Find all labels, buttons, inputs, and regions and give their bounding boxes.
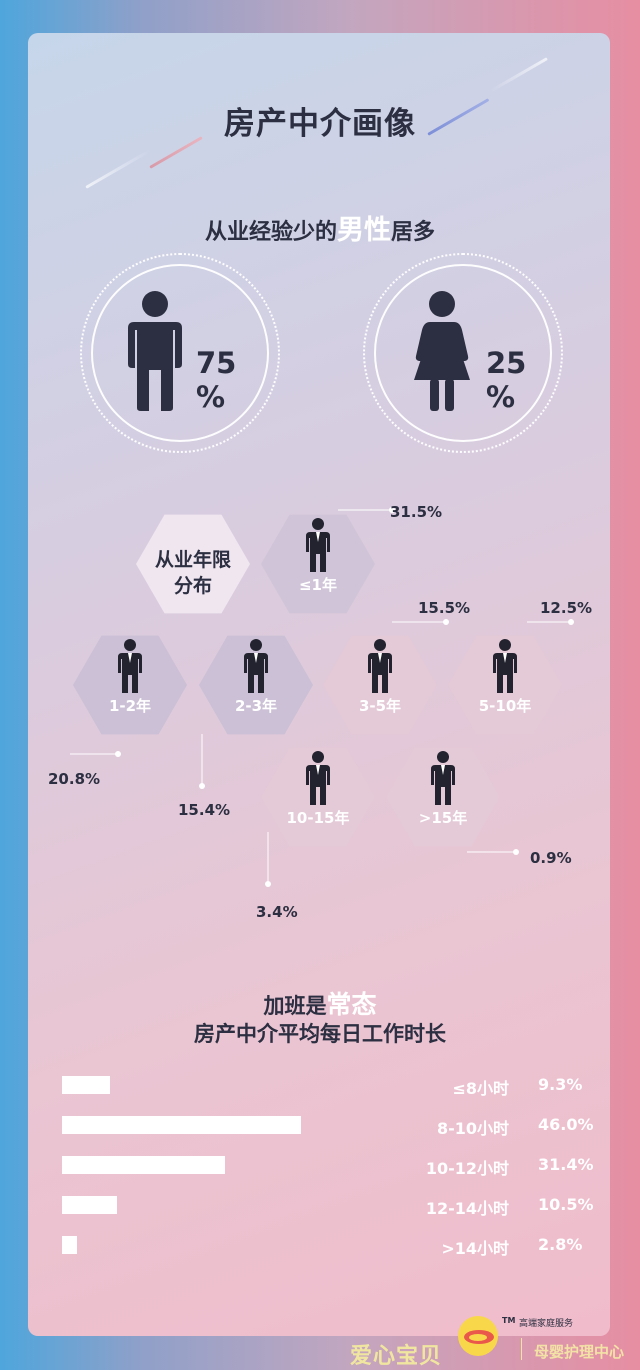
hex-percentage-label: 0.9%: [530, 849, 572, 867]
suited-person-icon: [306, 518, 330, 572]
suited-person-icon: [368, 639, 392, 693]
logo-name: 爱心宝贝: [350, 1344, 443, 1369]
male-ring-inner: [91, 264, 269, 442]
logo-tagline: 高端家庭服务: [519, 1319, 574, 1329]
suited-person-icon: [431, 751, 455, 805]
hex-percentage-label: 3.4%: [256, 903, 298, 921]
hex-range-label: 3-5年: [359, 697, 401, 715]
suited-person-icon: [244, 639, 268, 693]
hex-range-label: 2-3年: [235, 697, 277, 715]
experience-title-line: 分布: [174, 574, 212, 597]
suited-person-icon: [118, 639, 142, 693]
female-person-icon: [414, 291, 470, 411]
experience-title-line: 从业年限: [155, 548, 231, 571]
brand-logo-icon: [458, 1316, 498, 1356]
gender-heading: 从业经验少的男性居多: [0, 208, 640, 247]
hours-heading: 加班是常态: [0, 985, 640, 1021]
hours-bar-category: >14小时: [441, 1239, 509, 1258]
hex-cell: [386, 747, 500, 847]
hex-cell: [323, 635, 437, 735]
suited-person-icon: [493, 639, 517, 693]
logo-subtitle: 母婴护理中心: [534, 1343, 625, 1361]
hex-range-label: ≤1年: [299, 576, 337, 594]
hours-bar-value: 46.0%: [538, 1115, 594, 1134]
hex-percentage-label: 15.5%: [418, 599, 470, 617]
hex-range-label: >15年: [419, 809, 467, 827]
gender-heading-pre: 从业经验少的: [204, 220, 337, 245]
female-ring: [363, 253, 563, 453]
hours-bar-value: 2.8%: [538, 1235, 583, 1254]
gender-heading-post: 居多: [391, 220, 436, 245]
callout-dot: [443, 619, 449, 625]
male-ring: [80, 253, 280, 453]
hours-bar-value: 9.3%: [538, 1075, 583, 1094]
hours-bar: [62, 1156, 226, 1174]
hex-percentage-label: 15.4%: [178, 801, 230, 819]
hex-cell: [199, 635, 313, 735]
hours-bar-category: ≤8小时: [452, 1079, 509, 1098]
hours-bar-category: 8-10小时: [436, 1119, 509, 1138]
callout-dot: [568, 619, 574, 625]
male-person-icon: [128, 291, 182, 411]
hours-heading-pre: 加班是: [263, 994, 327, 1018]
hex-cell: [448, 635, 562, 735]
hours-heading-highlight: 常态: [326, 990, 377, 1019]
hex-title-cell: [136, 514, 250, 614]
hours-bar-category: 10-12小时: [425, 1159, 509, 1178]
male-percentage: 75 %: [196, 346, 237, 414]
hours-bar: [62, 1236, 77, 1254]
logo-separator: [521, 1338, 522, 1360]
hex-cell: [73, 635, 187, 735]
hex-percentage-label: 31.5%: [390, 503, 442, 521]
hex-range-label: 10-15年: [287, 809, 350, 827]
callout-dot: [265, 881, 271, 887]
hours-bar: [62, 1076, 111, 1094]
hex-cell: [261, 514, 375, 614]
hex-percentage-label: 20.8%: [48, 770, 100, 788]
callout-dot: [199, 783, 205, 789]
callout-dot: [513, 849, 519, 855]
suited-person-icon: [306, 751, 330, 805]
hours-bar-value: 31.4%: [538, 1155, 594, 1174]
page-title: 房产中介画像: [224, 106, 416, 142]
hex-cell: [261, 747, 375, 847]
hex-range-label: 1-2年: [109, 697, 151, 715]
hours-bar-value: 10.5%: [538, 1195, 594, 1214]
callout-dot: [389, 507, 395, 513]
hours-chart-title: 房产中介平均每日工作时长: [194, 1022, 446, 1046]
hours-bar: [62, 1116, 302, 1134]
hex-percentage-label: 12.5%: [540, 599, 592, 617]
female-percentage: 25 %: [486, 346, 527, 414]
hours-bar: [62, 1196, 117, 1214]
logo-trademark: TM: [502, 1316, 516, 1325]
gender-heading-highlight: 男性: [337, 215, 391, 246]
hours-bar-category: 12-14小时: [425, 1199, 509, 1218]
female-ring-inner: [374, 264, 552, 442]
callout-dot: [115, 751, 121, 757]
hex-range-label: 5-10年: [479, 697, 532, 715]
